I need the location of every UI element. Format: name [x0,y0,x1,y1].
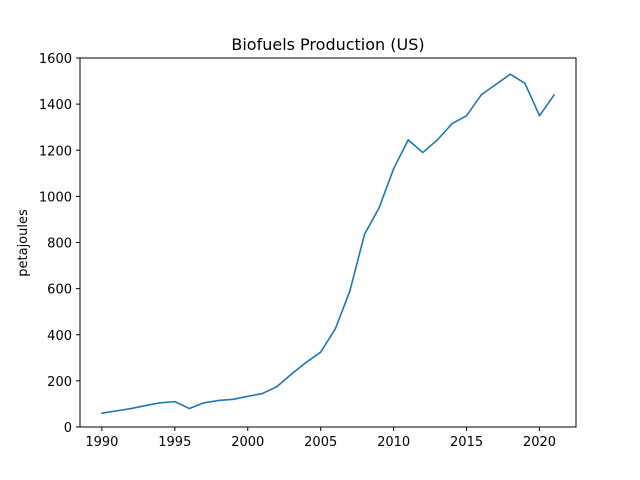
y-tick-label: 400 [47,329,72,344]
data-point [305,361,307,364]
data-point [144,404,147,407]
data-point [363,233,366,236]
x-axis: 1990 1995 2000 2005 2010 2015 2020 [85,427,556,450]
data-point [465,114,468,117]
data-point [524,82,526,85]
y-tick-label: 800 [47,237,72,252]
data-point [115,410,118,412]
y-axis-label: petajoules [16,209,31,277]
data-point [188,407,191,410]
data-point [349,290,351,292]
x-tick-label: 2005 [304,435,337,450]
data-point [392,167,395,170]
data-point [553,94,555,96]
x-tick-label: 2000 [231,435,264,450]
data-point [436,139,439,141]
x-tick-label: 1995 [158,435,191,450]
y-tick-label: 1400 [39,98,72,113]
series-layer [101,73,555,414]
data-point [203,401,205,404]
y-tick-label: 1000 [39,190,72,205]
x-tick-label: 2015 [450,435,483,450]
data-point [276,385,278,388]
series-line [101,73,555,414]
data-point [319,351,322,353]
data-point [407,139,410,141]
data-point [494,83,497,86]
data-point [378,207,380,209]
data-point [422,151,424,154]
data-point [232,398,234,401]
y-tick-label: 1200 [39,144,72,159]
chart-title: Biofuels Production (US) [231,35,424,54]
data-point [451,122,453,125]
data-point [509,73,512,75]
data-point [538,114,541,117]
x-tick-label: 1990 [85,435,118,450]
data-point [261,392,264,395]
data-point [101,412,103,414]
data-point [130,407,132,410]
data-point [159,401,162,404]
y-axis: 0 200 400 600 800 1000 1200 1400 1600 [39,52,80,436]
data-point [217,399,220,402]
y-tick-label: 200 [47,375,72,390]
data-point [480,94,482,96]
y-tick-label: 1600 [39,52,72,67]
x-tick-label: 2020 [523,435,556,450]
plot-frame [79,57,577,428]
y-tick-label: 0 [64,421,72,436]
data-point [334,328,337,330]
x-tick-label: 2010 [377,435,410,450]
data-point [174,400,176,403]
y-tick-label: 600 [47,283,72,298]
data-point [290,373,293,375]
data-point [246,395,249,398]
